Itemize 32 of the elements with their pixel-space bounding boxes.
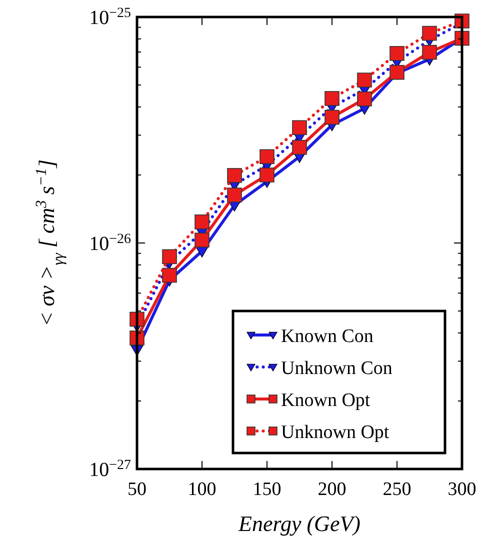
x-tick-label: 50 <box>128 479 146 500</box>
point <box>260 168 274 182</box>
point <box>422 26 437 41</box>
point <box>390 64 404 80</box>
y-tick-label: 10$^{−26}$ <box>89 232 131 255</box>
point <box>162 249 177 264</box>
x-tick-label: 150 <box>252 479 282 500</box>
legend-label: Unknown Con <box>281 358 393 379</box>
point <box>324 91 340 106</box>
point <box>162 268 177 283</box>
point <box>357 72 372 88</box>
legend-label: Known Con <box>281 326 374 347</box>
point <box>422 44 437 60</box>
y-tick-label: 10$^{−25}$ <box>89 6 131 29</box>
point <box>324 110 340 125</box>
y-tick-label: 10$^{−27}$ <box>89 458 131 481</box>
x-tick-label: 200 <box>318 479 346 500</box>
x-tick-label: 250 <box>382 479 412 500</box>
point <box>260 149 274 164</box>
point <box>292 120 307 136</box>
legend-label: Known Opt <box>281 390 371 411</box>
point <box>194 214 210 230</box>
x-tick-label: 100 <box>188 479 216 500</box>
point <box>194 232 210 248</box>
x-axis-title: Energy (GeV) <box>238 511 360 536</box>
point <box>292 140 307 155</box>
point <box>390 46 404 61</box>
point <box>357 92 372 106</box>
x-tick-label: 300 <box>448 479 476 500</box>
point <box>227 188 242 202</box>
point <box>227 168 242 183</box>
legend-label: Unknown Opt <box>281 422 390 443</box>
